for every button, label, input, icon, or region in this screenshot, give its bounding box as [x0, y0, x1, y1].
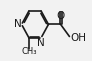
- Text: N: N: [37, 38, 45, 48]
- Text: OH: OH: [70, 33, 86, 43]
- Text: CH₃: CH₃: [21, 47, 37, 56]
- Text: N: N: [14, 19, 22, 29]
- Text: O: O: [56, 11, 65, 21]
